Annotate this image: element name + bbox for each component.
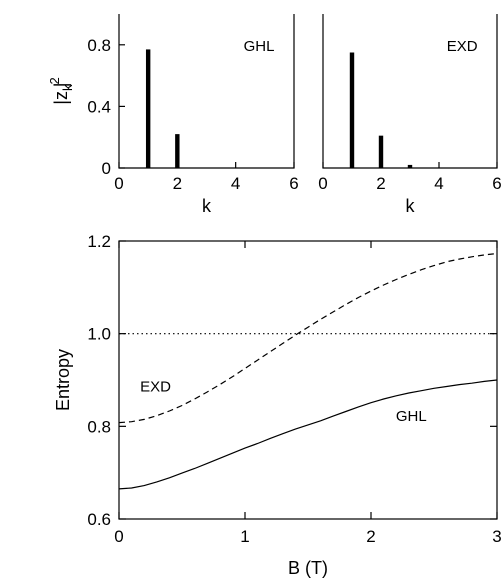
y-axis-label-superscript: 2 — [47, 77, 62, 84]
series-line-exd — [118, 252, 498, 424]
y-tick-label: 0.6 — [87, 510, 111, 529]
x-tick-label: 4 — [434, 174, 443, 193]
panel-annotation: GHL — [244, 38, 275, 55]
x-tick-label: 2 — [366, 527, 375, 546]
y-axis-label-subscript: k — [60, 84, 75, 91]
y-tick-label: 0.8 — [87, 417, 111, 436]
x-tick-label: 2 — [376, 174, 385, 193]
x-tick-label: 4 — [231, 174, 240, 193]
axes-frame — [118, 240, 498, 520]
x-axis-label: k — [406, 196, 416, 216]
x-axis-label: k — [202, 196, 212, 216]
y-axis-label: |zk2| — [47, 77, 75, 104]
y-tick-label: 1.2 — [87, 232, 111, 251]
series-annotation-ghl: GHL — [396, 408, 427, 425]
x-tick-label: 0 — [114, 174, 123, 193]
series-line-ghl — [118, 379, 498, 490]
x-axis-label: B (T) — [288, 558, 328, 578]
x-tick-label: 0 — [114, 527, 123, 546]
y-axis-label-bar: | — [51, 83, 71, 88]
bar — [407, 164, 413, 168]
x-tick-label: 6 — [289, 174, 298, 193]
bar — [175, 134, 180, 168]
axes-frame — [118, 14, 295, 169]
panel-annotation: EXD — [447, 38, 478, 55]
y-tick-label: 0.4 — [87, 97, 111, 116]
y-axis-label: Entropy — [53, 349, 73, 411]
x-tick-label: 2 — [173, 174, 182, 193]
y-tick-label: 0 — [102, 159, 111, 178]
y-axis-label-main: |z — [51, 91, 71, 105]
x-tick-label: 3 — [492, 527, 501, 546]
bar — [378, 135, 384, 168]
x-tick-label: 6 — [492, 174, 501, 193]
series-annotation-exd: EXD — [140, 379, 171, 396]
y-tick-label: 1.0 — [87, 325, 111, 344]
x-tick-label: 0 — [318, 174, 327, 193]
entropy-line-panel: 0 1 2 3 0.6 0.8 1.0 1.2 EXD GHL B (T) Entropy — [53, 232, 502, 578]
y-tick-label: 0.8 — [87, 36, 111, 55]
top-right-bar-panel: 0 2 4 6 EXD k — [318, 14, 502, 216]
bar — [349, 52, 355, 168]
x-tick-label: 1 — [240, 527, 249, 546]
bar — [145, 49, 151, 168]
